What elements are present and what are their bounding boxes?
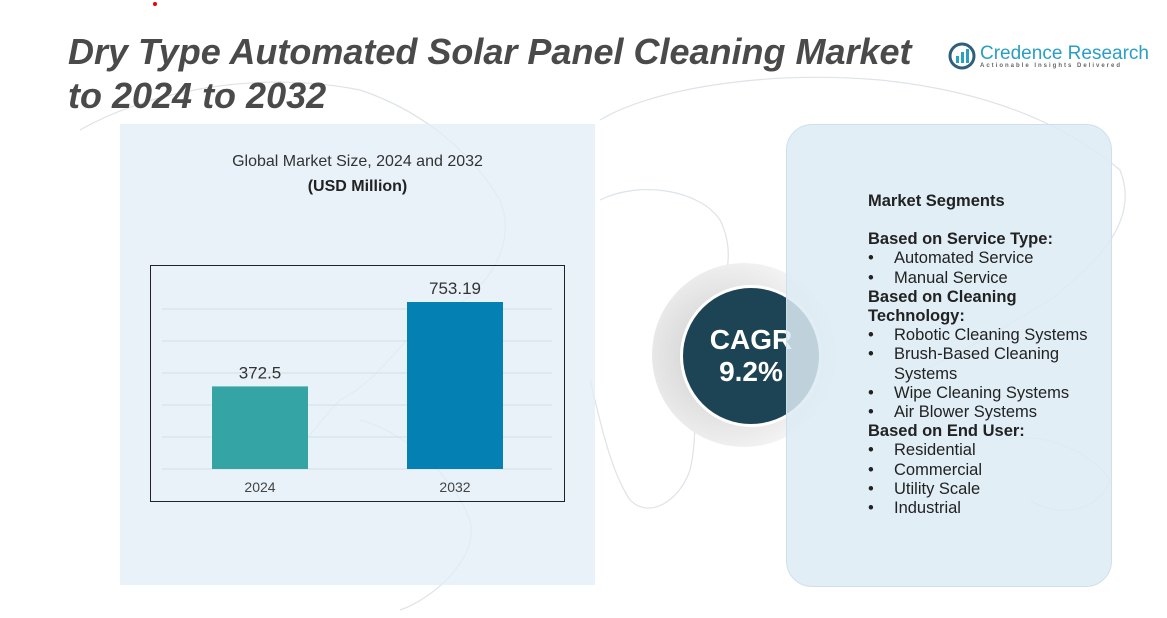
segment-heading: Based on End User:	[868, 422, 1025, 441]
data-label: 372.5	[239, 363, 282, 382]
page-title: Dry Type Automated Solar Panel Cleaning …	[68, 31, 912, 116]
bar-2024	[212, 386, 308, 469]
x-tick-label: 2032	[439, 479, 470, 495]
segment-item: Automated Service	[868, 249, 1108, 268]
cagr-label: CAGR	[709, 324, 793, 355]
logo-name: Credence Research	[980, 42, 1149, 64]
segment-heading: Based on Service Type:	[868, 230, 1053, 249]
chart-unit: (USD Million)	[307, 178, 408, 195]
segment-item: Industrial	[868, 499, 1108, 518]
logo-chart-icon	[948, 42, 976, 70]
marker-dot	[153, 2, 157, 6]
bar-2032	[407, 302, 503, 469]
chart-border	[150, 265, 565, 502]
segment-item: Residential	[868, 441, 1108, 460]
segment-item: Commercial	[868, 461, 1108, 480]
segment-heading: Based on Cleaning Technology:	[868, 287, 1017, 326]
segment-item: Air Blower Systems	[868, 403, 1108, 422]
cagr-value: 9.2%	[719, 356, 783, 387]
segment-item: Utility Scale	[868, 480, 1108, 499]
data-label: 753.19	[429, 279, 481, 298]
market-segments: Market Segments Based on Service Type: A…	[868, 192, 1108, 518]
segment-item: Robotic Cleaning Systems	[868, 326, 1108, 345]
x-tick-label: 2024	[244, 479, 275, 495]
logo: Credence Research Actionable Insights De…	[948, 42, 1149, 70]
logo-tagline: Actionable Insights Delivered	[980, 62, 1123, 69]
bar-chart: 372.5 2024 753.19 2032	[150, 265, 565, 502]
chart-panel	[120, 124, 595, 585]
segment-item: Manual Service	[868, 269, 1108, 288]
chart-title: Global Market Size, 2024 and 2032	[232, 153, 483, 170]
segments-title: Market Segments	[868, 192, 1005, 210]
segment-item: Brush-Based Cleaning Systems	[868, 345, 1074, 383]
segment-item: Wipe Cleaning Systems	[868, 384, 1108, 403]
